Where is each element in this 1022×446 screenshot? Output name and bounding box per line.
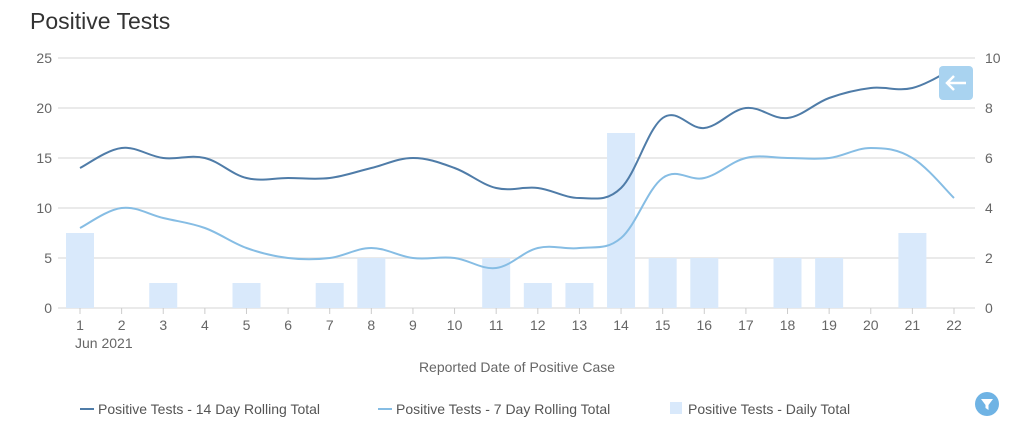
bar-daily-total xyxy=(690,258,719,308)
y-left-tick-label: 20 xyxy=(36,100,52,116)
line-14-day-rolling-total xyxy=(79,67,955,200)
legend-item[interactable]: Positive Tests - Daily Total xyxy=(688,401,850,417)
arrow-left-icon xyxy=(945,75,966,91)
bar-daily-total xyxy=(523,283,552,308)
bar-daily-total xyxy=(232,283,261,308)
x-tick-label: 18 xyxy=(780,317,796,333)
y-right-tick-label: 10 xyxy=(985,50,1001,66)
bar-daily-total xyxy=(607,133,636,308)
x-tick-label: 4 xyxy=(201,317,209,333)
y-left-tick-label: 15 xyxy=(36,150,52,166)
y-left-tick-label: 25 xyxy=(36,50,52,66)
x-tick-label: 22 xyxy=(946,317,962,333)
filter-icon xyxy=(981,399,993,410)
bar-daily-total xyxy=(773,258,802,308)
bar-daily-total xyxy=(898,233,927,308)
y-right-tick-label: 0 xyxy=(985,300,993,316)
y-right-tick-label: 2 xyxy=(985,250,993,266)
x-tick-label: 14 xyxy=(613,317,629,333)
x-tick-label: 11 xyxy=(489,317,504,333)
x-tick-label: 6 xyxy=(284,317,292,333)
back-button[interactable] xyxy=(939,66,973,100)
bar-daily-total xyxy=(482,258,511,308)
bar-daily-total xyxy=(315,283,344,308)
legend-item[interactable]: Positive Tests - 14 Day Rolling Total xyxy=(98,401,320,417)
x-tick-label: 15 xyxy=(655,317,671,333)
x-sublabel: Jun 2021 xyxy=(75,335,133,351)
line-7-day-rolling-total xyxy=(79,146,955,270)
x-tick-label: 1 xyxy=(76,317,84,333)
x-tick-label: 16 xyxy=(696,317,712,333)
bar-daily-total xyxy=(815,258,844,308)
y-left-tick-label: 0 xyxy=(44,300,52,316)
legend-swatch xyxy=(670,402,682,414)
y-left-tick-label: 10 xyxy=(36,200,52,216)
x-tick-label: 13 xyxy=(572,317,588,333)
y-left-tick-label: 5 xyxy=(44,250,52,266)
bar-daily-total xyxy=(565,283,594,308)
x-tick-label: 20 xyxy=(863,317,879,333)
y-right-tick-label: 4 xyxy=(985,200,993,216)
x-tick-label: 2 xyxy=(118,317,126,333)
x-tick-label: 19 xyxy=(821,317,837,333)
x-tick-label: 17 xyxy=(738,317,754,333)
x-tick-label: 8 xyxy=(367,317,375,333)
x-tick-label: 7 xyxy=(326,317,334,333)
x-tick-label: 5 xyxy=(243,317,251,333)
bar-daily-total xyxy=(149,283,178,308)
x-tick-label: 3 xyxy=(159,317,167,333)
x-tick-label: 9 xyxy=(409,317,417,333)
y-right-tick-label: 6 xyxy=(985,150,993,166)
bar-daily-total xyxy=(66,233,94,308)
x-tick-label: 21 xyxy=(905,317,921,333)
y-right-tick-label: 8 xyxy=(985,100,993,116)
legend-item[interactable]: Positive Tests - 7 Day Rolling Total xyxy=(396,401,610,417)
x-axis-title: Reported Date of Positive Case xyxy=(419,359,615,375)
x-tick-label: 10 xyxy=(447,317,463,333)
chart-title: Positive Tests xyxy=(30,8,171,34)
filter-button[interactable] xyxy=(975,392,999,416)
bar-daily-total xyxy=(648,258,677,308)
bar-daily-total xyxy=(357,258,386,308)
x-tick-label: 12 xyxy=(530,317,546,333)
